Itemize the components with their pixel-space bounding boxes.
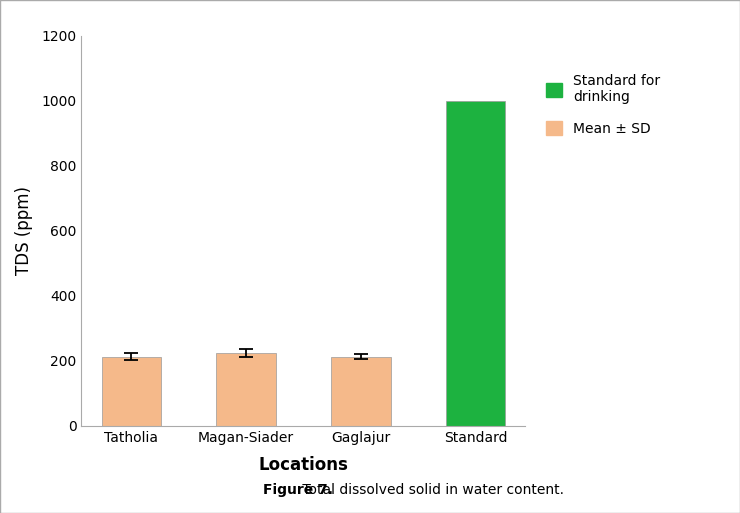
Bar xyxy=(216,353,276,426)
Bar xyxy=(331,357,391,426)
Bar xyxy=(445,101,505,426)
X-axis label: Locations: Locations xyxy=(258,456,349,474)
Text: Total dissolved solid in water content.: Total dissolved solid in water content. xyxy=(263,483,565,497)
Bar xyxy=(101,357,161,426)
Legend: Standard for
drinking, Mean ± SD: Standard for drinking, Mean ± SD xyxy=(545,74,661,136)
Text: Figure 7.: Figure 7. xyxy=(263,483,333,497)
Y-axis label: TDS (ppm): TDS (ppm) xyxy=(15,186,33,275)
